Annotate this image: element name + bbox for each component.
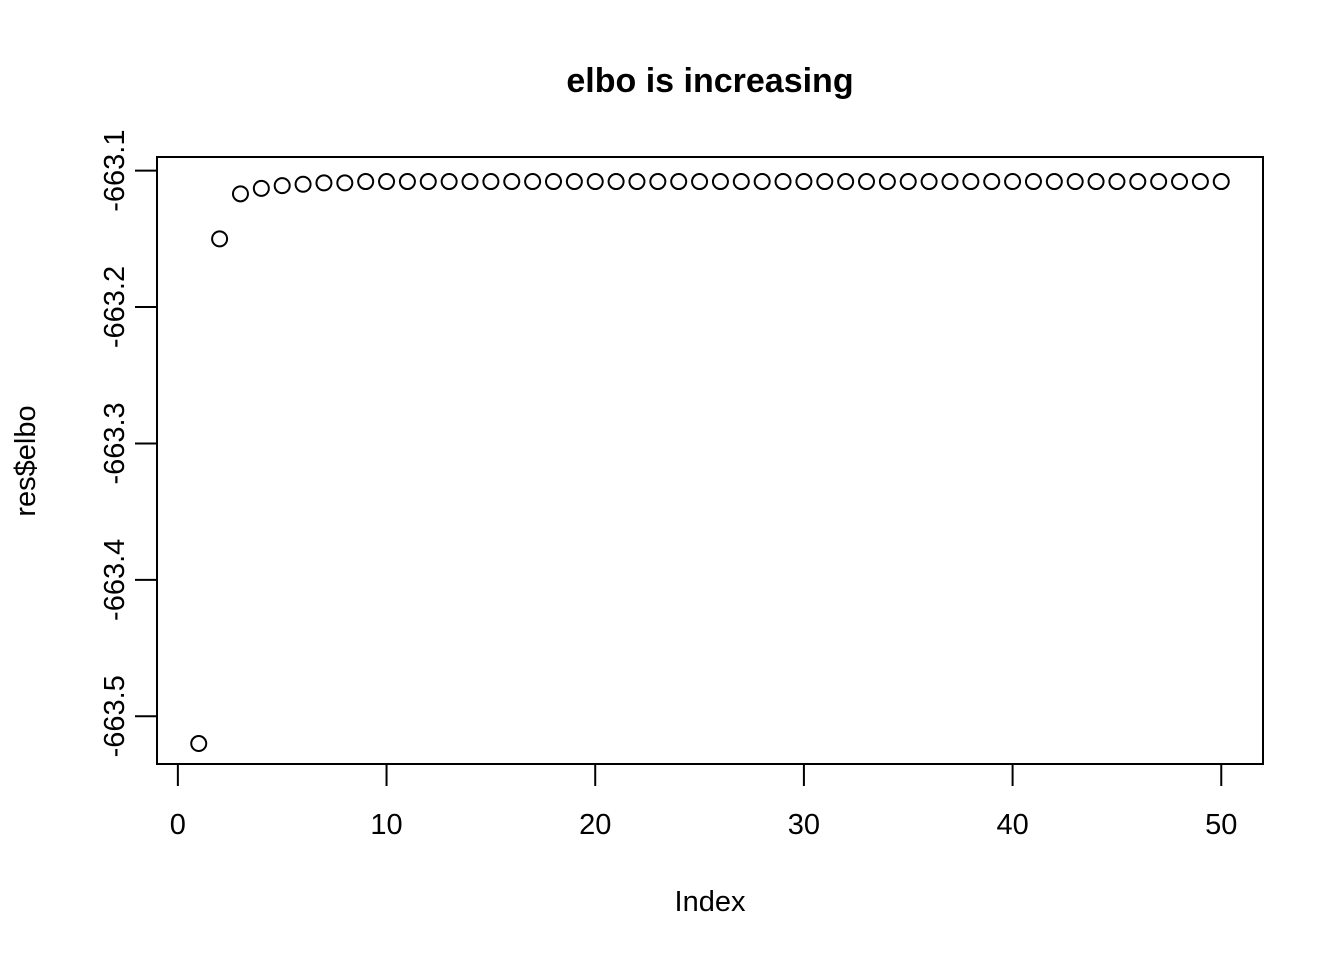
x-tick-label: 30 xyxy=(788,809,820,841)
plot-area-frame xyxy=(156,156,1264,765)
data-point xyxy=(774,173,792,191)
data-point xyxy=(190,735,208,753)
data-point xyxy=(252,179,270,197)
data-point xyxy=(1212,173,1230,191)
data-point xyxy=(1191,173,1209,191)
data-point xyxy=(273,177,291,195)
data-point xyxy=(628,173,646,191)
data-point xyxy=(670,173,688,191)
data-point xyxy=(732,173,750,191)
data-point xyxy=(398,173,416,191)
data-point xyxy=(482,173,500,191)
x-tick-label: 10 xyxy=(370,809,402,841)
data-point xyxy=(691,173,709,191)
data-point xyxy=(1004,173,1022,191)
data-point xyxy=(1150,173,1168,191)
y-axis: -663.5 -663.4 -663.3 -663.2 -663.1 xyxy=(99,130,158,757)
y-tick-label: -663.1 xyxy=(99,130,131,212)
data-point xyxy=(1171,173,1189,191)
data-point xyxy=(1045,173,1063,191)
data-point xyxy=(837,173,855,191)
data-point xyxy=(357,173,375,191)
y-axis-label: res$elbo xyxy=(10,405,42,516)
y-tick-label: -663.2 xyxy=(99,266,131,348)
data-point xyxy=(336,174,354,192)
y-tick-label: -663.5 xyxy=(99,675,131,757)
data-point xyxy=(858,173,876,191)
data-point xyxy=(544,173,562,191)
data-point xyxy=(1129,173,1147,191)
data-point xyxy=(440,173,458,191)
data-point xyxy=(607,173,625,191)
data-point xyxy=(1087,173,1105,191)
x-tick-label: 40 xyxy=(996,809,1028,841)
data-point xyxy=(649,173,667,191)
y-tick-label: -663.4 xyxy=(99,539,131,621)
data-point xyxy=(983,173,1001,191)
x-axis-label: Index xyxy=(675,886,746,918)
y-tick-label: -663.3 xyxy=(99,402,131,484)
data-point xyxy=(378,173,396,191)
data-point xyxy=(899,173,917,191)
data-point xyxy=(1108,173,1126,191)
x-tick-label: 20 xyxy=(579,809,611,841)
data-point xyxy=(524,173,542,191)
data-point xyxy=(795,173,813,191)
data-point xyxy=(315,174,333,192)
data-point xyxy=(586,173,604,191)
data-point xyxy=(1066,173,1084,191)
data-point xyxy=(1024,173,1042,191)
data-point xyxy=(231,185,249,203)
data-points xyxy=(190,173,1230,753)
data-point xyxy=(920,173,938,191)
x-axis: 0 10 20 30 40 50 xyxy=(170,763,1237,841)
data-point xyxy=(294,175,312,193)
data-point xyxy=(816,173,834,191)
data-point xyxy=(565,173,583,191)
x-tick-label: 50 xyxy=(1205,809,1237,841)
data-point xyxy=(753,173,771,191)
data-point xyxy=(711,173,729,191)
data-point xyxy=(962,173,980,191)
x-tick-label: 0 xyxy=(170,809,186,841)
data-point xyxy=(211,230,229,248)
data-point xyxy=(461,173,479,191)
chart-title: elbo is increasing xyxy=(566,62,853,100)
data-point xyxy=(941,173,959,191)
data-point xyxy=(503,173,521,191)
data-point xyxy=(878,173,896,191)
data-point xyxy=(419,173,437,191)
